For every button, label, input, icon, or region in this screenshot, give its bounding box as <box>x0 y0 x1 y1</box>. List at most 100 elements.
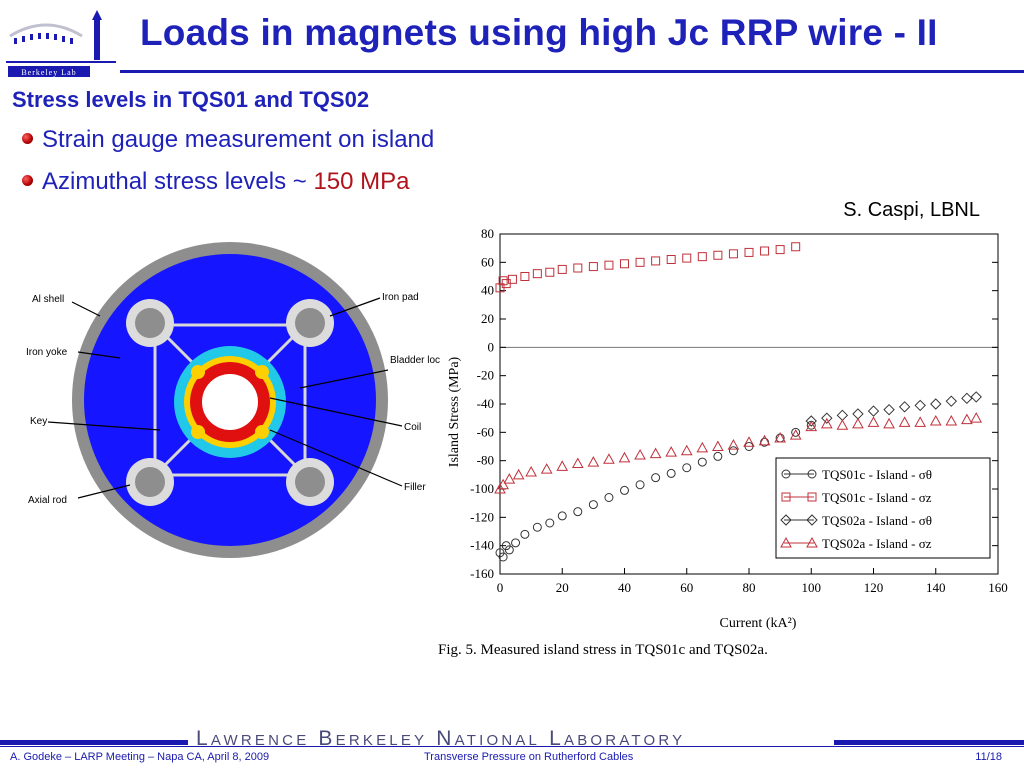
data-point <box>836 419 849 430</box>
data-point <box>970 412 983 423</box>
data-point <box>930 398 942 410</box>
data-point <box>774 431 786 443</box>
data-point <box>929 414 942 426</box>
data-point <box>520 272 530 281</box>
data-point <box>712 440 724 451</box>
author-credit: S. Caspi, LBNL <box>843 199 980 221</box>
x-tick-label: 80 <box>743 580 756 595</box>
slide-title: Loads in magnets using high Jc RRP wire … <box>140 12 938 53</box>
data-point <box>571 457 584 468</box>
bullet-accent-value: 150 MPa <box>313 168 410 195</box>
bullet-item: Azimuthal stress levels ~ 150 MPa <box>22 168 410 196</box>
y-tick-label: -20 <box>477 368 494 383</box>
data-point <box>557 264 567 274</box>
x-tick-label: 60 <box>680 580 693 595</box>
data-point <box>556 460 569 471</box>
data-point <box>867 405 880 417</box>
x-axis-label: Current (kA²) <box>720 616 797 631</box>
y-tick-label: 20 <box>481 311 494 326</box>
header-divider <box>120 70 1024 73</box>
data-point <box>512 468 525 480</box>
logo-text: Berkeley Lab <box>21 68 76 77</box>
data-point <box>503 473 516 484</box>
data-point <box>852 408 864 420</box>
lab-name-banner: Lawrence Berkeley National Laboratory <box>196 727 686 750</box>
bullet-dot-icon <box>22 133 33 145</box>
chart-frame: 0 20 40 60 80 100 120 140 160 80 60 40 20 0 -20 -40 -60 -… <box>470 226 1008 595</box>
data-point <box>497 478 509 490</box>
data-point <box>898 416 911 427</box>
legend-entry: TQS01c - Island - σθ <box>822 467 932 482</box>
legend-entry: TQS02a - Island - σθ <box>822 513 932 528</box>
y-axis-label: Island Stress (MPa) <box>447 356 462 467</box>
legend-box <box>775 457 991 559</box>
bullet-text: Strain gauge measurement on island <box>42 126 435 153</box>
data-point <box>727 439 740 450</box>
label-iron-yoke: Iron yoke <box>26 347 68 358</box>
figure-caption: Fig. 5. Measured island stress in TQS01c… <box>438 642 768 658</box>
data-point <box>805 420 818 432</box>
label-key: Key <box>30 416 47 427</box>
y-tick-label: -140 <box>470 538 494 553</box>
data-point <box>791 242 801 252</box>
series-triangle <box>494 412 983 494</box>
data-point <box>961 392 973 405</box>
y-tick-label: -160 <box>470 566 494 581</box>
data-point <box>618 451 631 463</box>
legend-marker <box>780 514 792 526</box>
legend-marker <box>807 492 817 502</box>
data-point <box>775 245 785 255</box>
chart-legend: TQS01c - Island - σθ TQS01c - Island - σz… <box>775 457 991 559</box>
data-point <box>970 391 982 403</box>
data-point <box>498 552 508 562</box>
data-point <box>728 249 738 259</box>
data-point <box>914 416 927 427</box>
chart-series-group <box>494 242 983 562</box>
berkeley-lab-logo: Berkeley Lab <box>6 10 116 77</box>
y-tick-label: -80 <box>477 453 494 468</box>
data-point <box>666 255 676 264</box>
data-point <box>867 416 880 427</box>
data-point <box>914 399 926 412</box>
data-point <box>744 247 754 257</box>
data-point <box>743 436 755 447</box>
data-point <box>666 468 676 478</box>
data-point <box>604 493 614 502</box>
data-point <box>557 511 567 521</box>
data-point <box>680 444 693 456</box>
data-point <box>713 250 723 260</box>
data-point <box>961 413 973 425</box>
data-point <box>573 507 583 517</box>
data-point <box>635 480 645 490</box>
data-point <box>511 538 521 548</box>
data-point <box>635 257 645 267</box>
data-point <box>945 414 958 426</box>
data-point <box>587 456 600 467</box>
label-coil: Coil <box>404 422 421 433</box>
data-point <box>697 252 707 262</box>
label-al-shell: Al shell <box>32 294 64 305</box>
data-point <box>852 417 864 429</box>
footer-author: A. Godeke – LARP Meeting – Napa CA, Apri… <box>10 751 270 763</box>
label-iron-pad: Iron pad <box>382 292 419 303</box>
data-point <box>945 395 958 407</box>
data-point <box>682 253 692 263</box>
data-point <box>696 441 709 453</box>
x-tick-label: 40 <box>618 580 631 595</box>
label-axial-rod: Axial rod <box>28 495 67 506</box>
label-bladder: Bladder location <box>390 355 440 366</box>
legend-marker <box>807 469 817 479</box>
footer-talk-title: Transverse Pressure on Rutherford Cables <box>424 751 634 763</box>
data-point <box>898 401 911 413</box>
data-point <box>588 500 598 510</box>
y-tick-label: -100 <box>470 481 494 496</box>
x-tick-label: 160 <box>988 580 1008 595</box>
data-point <box>821 412 833 424</box>
bullet-text: Azimuthal stress levels ~ <box>42 168 314 195</box>
series-circle <box>495 420 816 562</box>
series-diamond <box>805 391 982 427</box>
data-point <box>525 465 537 477</box>
bullet-item: Strain gauge measurement on island <box>22 126 434 154</box>
data-point <box>634 448 646 460</box>
y-tick-label: -60 <box>477 424 494 439</box>
